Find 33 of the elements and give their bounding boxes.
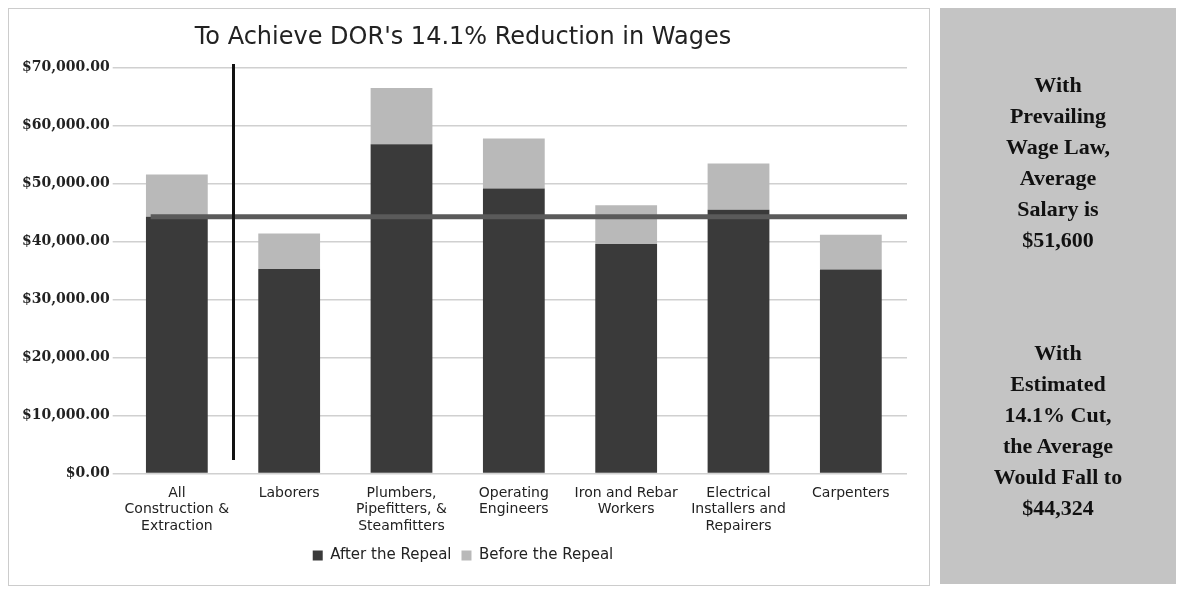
bar bbox=[370, 144, 433, 473]
y-tick-label: $10,000.00 bbox=[21, 406, 110, 423]
y-tick-label: $70,000.00 bbox=[21, 58, 110, 75]
bar bbox=[707, 209, 770, 473]
x-tick-label: Iron and Rebar Workers bbox=[574, 483, 678, 517]
x-tick-label: Electrical Installers and Repairers bbox=[691, 483, 786, 534]
bar bbox=[258, 268, 321, 473]
bar bbox=[819, 269, 882, 473]
x-tick-label: Carpenters bbox=[812, 483, 890, 500]
bar bbox=[595, 244, 658, 473]
text: With Prevailing Wage Law, Average Salary is $51,600 bbox=[1005, 71, 1111, 254]
x-tick-label: Operating Engineers bbox=[478, 483, 549, 517]
y-tick-label: $20,000.00 bbox=[21, 348, 110, 365]
x-tick-label: Laborers bbox=[258, 483, 320, 500]
bar bbox=[482, 138, 545, 189]
bar bbox=[370, 88, 433, 145]
bar bbox=[145, 174, 208, 217]
y-tick-label: $50,000.00 bbox=[21, 174, 110, 191]
bar bbox=[482, 188, 545, 473]
y-tick-label: $40,000.00 bbox=[21, 232, 110, 249]
x-tick-label: Plumbers, Pipefitters, & Steamfitters bbox=[356, 483, 447, 534]
legend-label: Before the Repeal bbox=[478, 545, 614, 564]
x-tick-label: All Construction & Extraction bbox=[124, 483, 230, 534]
legend-label: After the Repeal bbox=[330, 545, 452, 564]
y-tick-label: $30,000.00 bbox=[21, 290, 110, 307]
bar bbox=[258, 233, 321, 269]
y-tick-label: $0.00 bbox=[65, 464, 110, 481]
text: With Estimated 14.1% Cut, the Average Would Fall to $44,324 bbox=[993, 339, 1123, 522]
y-tick-label: $60,000.00 bbox=[21, 116, 110, 133]
bar bbox=[707, 163, 770, 210]
chart-title: To Achieve DOR's 14.1% Reduction in Wages bbox=[193, 21, 732, 50]
bar bbox=[145, 216, 208, 473]
bar bbox=[819, 234, 882, 270]
